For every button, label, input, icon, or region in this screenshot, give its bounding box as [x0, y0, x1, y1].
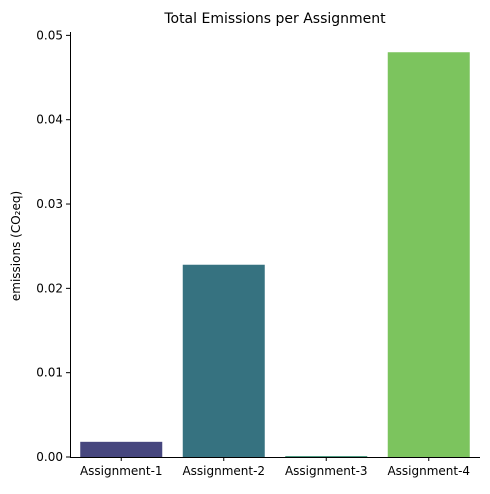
y-tick-label: 0.00 — [36, 450, 63, 464]
bar-assignment-4 — [387, 52, 470, 458]
y-axis-ticks: 0.00 0.01 0.02 0.03 0.04 0.05 — [36, 28, 70, 464]
y-tick-label: 0.02 — [36, 281, 63, 295]
y-axis-label-group: emissions (CO₂eq) — [9, 191, 23, 301]
bar-assignment-2 — [182, 264, 265, 457]
y-tick-label: 0.01 — [36, 366, 63, 380]
bar-assignment-1 — [80, 441, 163, 457]
x-tick-label: Assignment-1 — [80, 464, 163, 478]
y-axis-label: emissions (CO₂eq) — [9, 191, 23, 301]
x-tick-label: Assignment-3 — [285, 464, 368, 478]
y-tick-label: 0.04 — [36, 113, 63, 127]
x-tick-label: Assignment-4 — [387, 464, 470, 478]
y-tick-label: 0.03 — [36, 197, 63, 211]
x-axis-ticks: Assignment-1 Assignment-2 Assignment-3 Assi… — [80, 457, 470, 478]
x-tick-label: Assignment-2 — [182, 464, 265, 478]
chart-title: Total Emissions per Assignment — [163, 11, 386, 27]
y-tick-label: 0.05 — [36, 28, 63, 42]
bar-assignment-3 — [285, 456, 368, 457]
bars-group — [80, 52, 470, 458]
